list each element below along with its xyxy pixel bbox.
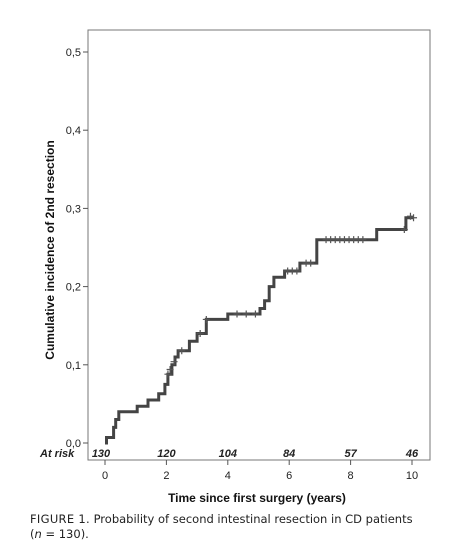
censor-mark [170,358,178,366]
caption-n-value: = 130). [41,527,89,541]
y-axis: 0,0 0,1 0,2 0,3 0,4 0,5 [66,47,88,450]
x-tick-label: 8 [348,470,354,482]
x-tick-label: 6 [286,470,292,482]
x-tick-label: 2 [163,470,169,482]
cumulative-incidence-chart: 0,00,10,20,30,40,5 0 2 4 6 8 10 At risk 130 120… [39,29,431,505]
at-risk-value: 57 [344,448,357,460]
y-tick-label: 0,0 [66,438,81,450]
censor-mark [400,226,408,234]
y-tick-label: 0,2 [66,282,81,294]
y-tick-label: 0,5 [66,47,81,59]
censor-mark [166,365,174,373]
censor-mark [251,310,259,318]
x-axis-title: Time since first surgery (years) [168,491,346,505]
at-risk-row: At risk 130 120 104 84 57 46 [39,448,419,460]
cumulative-incidence-line [105,216,414,445]
step-curve [105,216,414,445]
x-tick-label: 0 [102,470,108,482]
y-tick-label: 0,3 [66,203,81,215]
x-axis: 0 2 4 6 8 10 [102,460,418,482]
censor-marks [164,212,418,378]
at-risk-label: At risk [39,448,75,460]
figure-caption: FIGURE 1. Probability of second intestin… [30,512,445,542]
at-risk-value: 130 [92,448,111,460]
caption-paren-open: ( [30,527,35,541]
at-risk-value: 104 [219,448,237,460]
caption-n-symbol: n [34,527,42,541]
censor-mark [164,370,172,378]
censor-mark [196,330,204,338]
caption-figure-label: FIGURE 1. [30,512,90,526]
censor-mark [359,236,367,244]
x-tick-label: 10 [406,470,418,482]
plot-border [87,29,431,461]
censor-mark [410,214,418,222]
at-risk-value: 46 [405,448,419,460]
censor-mark [178,347,186,355]
caption-text: Probability of second intestinal resecti… [89,512,413,526]
y-axis-title: Cumulative incidence of 2nd resection [43,140,57,359]
censor-mark [293,267,301,275]
x-tick-label: 4 [225,470,231,482]
censor-mark [202,315,210,323]
at-risk-value: 120 [157,448,176,460]
censor-mark [406,212,414,220]
y-tick-label: 0,4 [66,125,81,137]
censor-mark [307,259,315,267]
censor-mark [242,310,250,318]
plot-frame [87,29,431,461]
y-tick-label: 0,1 [66,360,81,372]
at-risk-value: 84 [283,448,295,460]
censor-mark [233,310,241,318]
